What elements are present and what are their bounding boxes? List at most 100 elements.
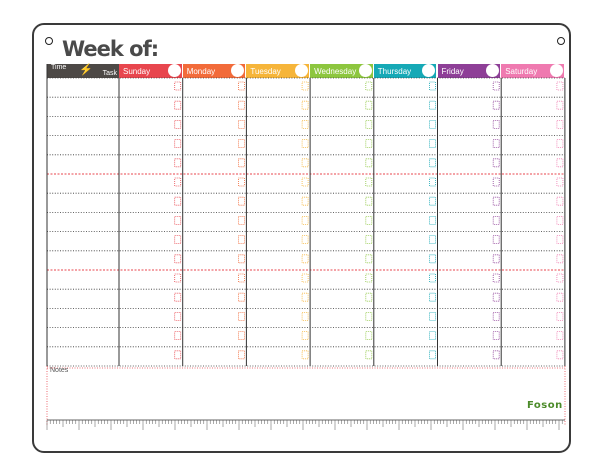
task-label: Task	[102, 70, 117, 77]
checkbox-square	[429, 331, 436, 341]
checkbox-square	[365, 81, 373, 91]
checkbox-square	[174, 235, 182, 245]
checkbox-square	[556, 177, 564, 187]
checkbox-square	[365, 350, 373, 360]
checkbox-square	[237, 100, 245, 110]
checkbox-square	[237, 139, 245, 149]
checkbox-square	[556, 254, 564, 264]
checkbox-square	[174, 100, 182, 110]
checkbox-square	[237, 177, 245, 187]
checkbox-square	[301, 273, 309, 283]
checkbox-square	[301, 177, 309, 187]
checkbox-square	[556, 196, 564, 206]
checkbox-square	[556, 292, 564, 302]
checkbox-square	[301, 254, 309, 264]
checkbox-square	[365, 254, 373, 264]
checkbox-square	[492, 177, 500, 187]
checkbox-square	[556, 158, 564, 168]
day-circle	[486, 64, 500, 77]
lightning-icon: ⚡	[79, 64, 93, 76]
day-label: Thursday	[377, 67, 412, 76]
checkbox-square	[365, 311, 373, 321]
checkbox-square	[556, 81, 564, 91]
notes-label: Notes	[50, 367, 69, 374]
day-header-saturday: Saturday	[501, 64, 564, 78]
checkbox-square	[237, 273, 245, 283]
checkbox-square	[556, 311, 564, 321]
day-label: Monday	[186, 67, 216, 76]
checkbox-square	[429, 254, 436, 264]
checkbox-square	[237, 350, 245, 360]
checkbox-square	[492, 311, 500, 321]
checkbox-square	[556, 120, 564, 129]
checkbox-square	[237, 120, 245, 129]
checkbox-square	[237, 292, 245, 302]
day-label: Friday	[441, 67, 464, 76]
checkbox-square	[429, 158, 436, 168]
checkbox-square	[174, 292, 182, 302]
checkbox-square	[237, 196, 245, 206]
hanging-hole-left	[45, 37, 53, 45]
checkbox-square	[301, 196, 309, 206]
checkbox-square	[556, 100, 564, 110]
checkbox-square	[174, 254, 182, 264]
checkbox-square	[429, 235, 436, 245]
day-circle	[358, 64, 372, 77]
checkbox-square	[365, 292, 373, 302]
checkbox-square	[492, 215, 500, 225]
checkbox-square	[174, 177, 182, 187]
checkbox-square	[174, 196, 182, 206]
checkbox-square	[365, 158, 373, 168]
checkbox-square	[301, 100, 309, 110]
checkbox-square	[365, 177, 373, 187]
checkbox-square	[556, 235, 564, 245]
checkbox-square	[429, 120, 436, 129]
checkbox-square	[492, 81, 500, 91]
day-header-thursday: Thursday	[373, 64, 437, 78]
day-label: Tuesday	[250, 67, 281, 76]
checkbox-square	[174, 350, 182, 360]
checkbox-square	[174, 81, 182, 91]
checkbox-square	[556, 331, 564, 341]
checkbox-square	[301, 139, 309, 149]
checkbox-square	[492, 292, 500, 302]
hanging-hole-right	[557, 37, 565, 45]
day-label: Saturday	[505, 67, 538, 76]
checkbox-square	[237, 311, 245, 321]
checkbox-square	[492, 100, 500, 110]
checkbox-square	[365, 235, 373, 245]
day-label: Sunday	[123, 67, 151, 76]
time-label: Time	[51, 64, 67, 71]
page-title: Week of:	[62, 37, 159, 61]
checkbox-square	[301, 81, 309, 91]
checkbox-square	[365, 215, 373, 225]
day-circle	[295, 64, 309, 77]
checkbox-square	[174, 139, 182, 149]
day-header-sunday: Sunday	[119, 64, 182, 78]
checkbox-square	[429, 311, 436, 321]
checkbox-square	[556, 215, 564, 225]
time-task-header: Time ⚡ Task	[47, 64, 119, 78]
checkbox-square	[301, 158, 309, 168]
brand-logo: Foson	[527, 400, 563, 411]
day-circle	[231, 64, 245, 77]
checkbox-square	[174, 273, 182, 283]
checkbox-square	[237, 81, 245, 91]
day-header-friday: Friday	[437, 64, 501, 78]
checkbox-square	[492, 273, 500, 283]
checkbox-square	[429, 215, 436, 225]
day-label: Wednesday	[314, 67, 357, 76]
checkbox-square	[174, 215, 182, 225]
day-header-monday: Monday	[182, 64, 246, 78]
checkbox-square	[492, 158, 500, 168]
checkbox-square	[237, 331, 245, 341]
checkbox-square	[429, 100, 436, 110]
day-circle	[167, 64, 181, 77]
checkbox-square	[174, 158, 182, 168]
checkbox-square	[174, 120, 182, 129]
checkbox-square	[492, 331, 500, 341]
checkbox-square	[365, 273, 373, 283]
checkbox-square	[429, 177, 436, 187]
checkbox-square	[492, 350, 500, 360]
